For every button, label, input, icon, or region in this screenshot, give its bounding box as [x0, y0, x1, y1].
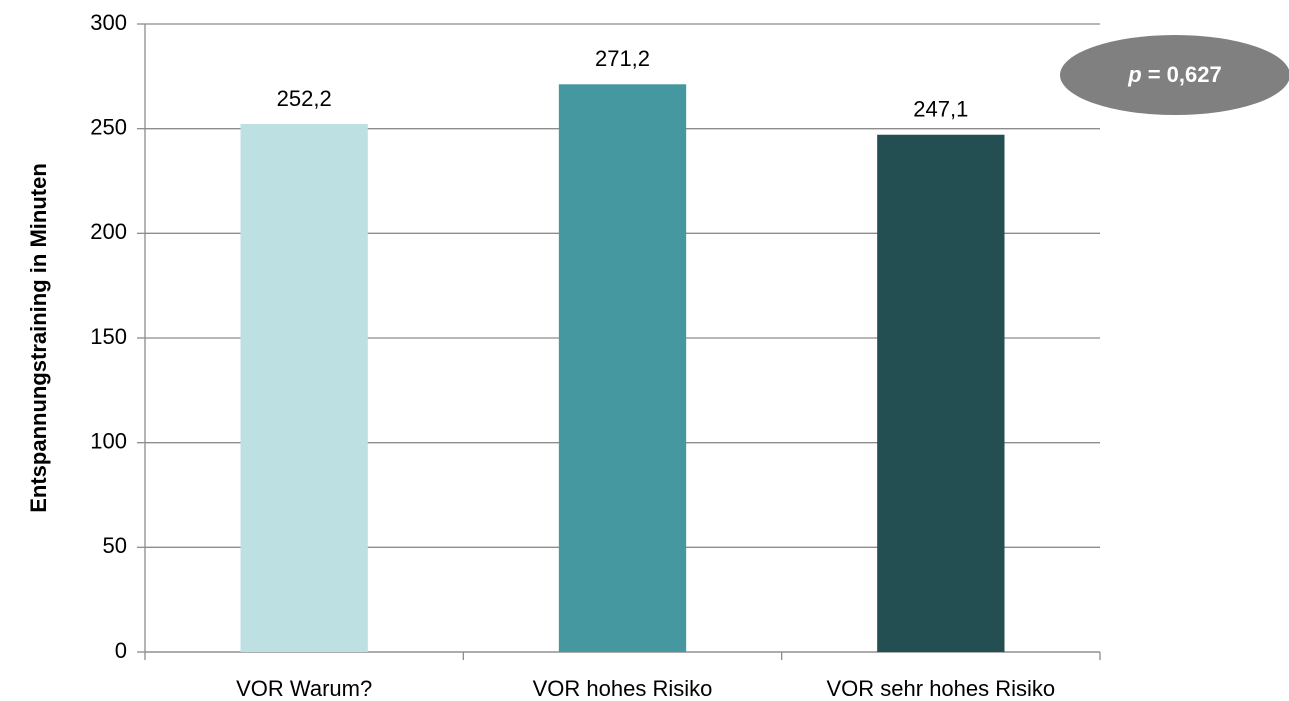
y-tick-label: 200 [90, 219, 127, 244]
bar [558, 84, 687, 652]
y-tick-label: 150 [90, 324, 127, 349]
value-label: 271,2 [595, 46, 650, 71]
annotation-badge [1060, 35, 1289, 115]
x-tick-label: VOR Warum? [236, 676, 372, 701]
y-tick-label: 250 [90, 114, 127, 139]
y-tick-label: 300 [90, 10, 127, 35]
value-label: 252,2 [277, 86, 332, 111]
bar [240, 124, 368, 652]
annotation: p = 0,627 [1127, 62, 1221, 87]
y-tick-label: 0 [115, 638, 127, 663]
annotation-text: = 0,627 [1148, 62, 1222, 87]
annotation-symbol: p [1127, 62, 1141, 87]
value-label: 247,1 [913, 97, 968, 122]
x-tick-label: VOR sehr hohes Risiko [827, 676, 1056, 701]
y-tick-label: 100 [90, 428, 127, 453]
y-axis-label: Entspannungstraining in Minuten [26, 163, 51, 513]
x-tick-label: VOR hohes Risiko [533, 676, 713, 701]
y-tick-label: 50 [103, 533, 127, 558]
bar [877, 134, 1005, 653]
